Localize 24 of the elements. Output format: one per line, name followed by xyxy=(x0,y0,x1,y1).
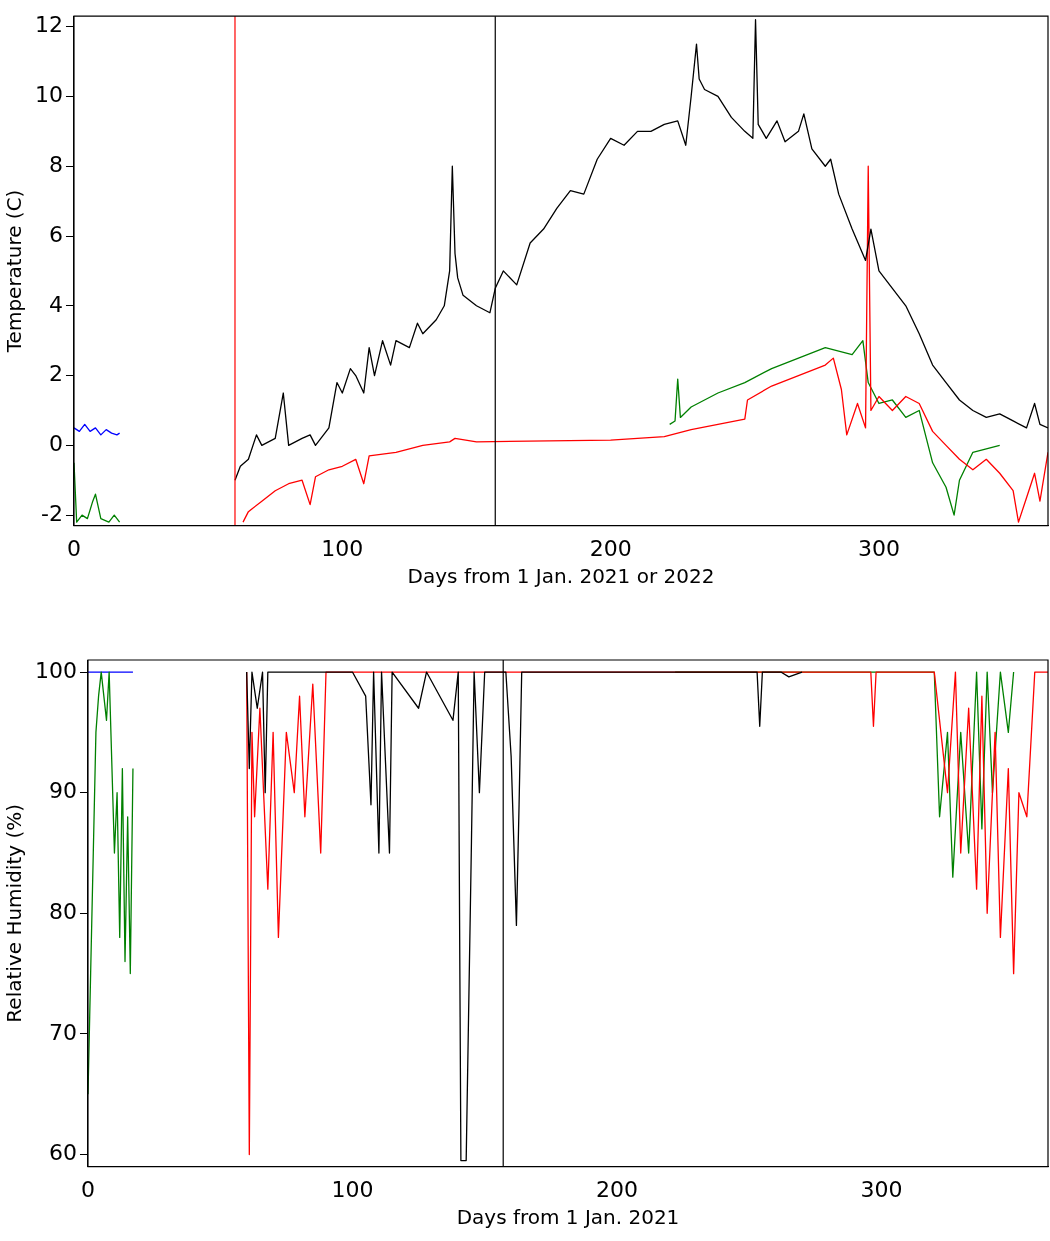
y-tick-label: 6 xyxy=(48,221,63,247)
x-tick-label: 200 xyxy=(589,535,632,561)
y-tick-label: 0 xyxy=(48,431,63,457)
x-tick-label: 200 xyxy=(595,1176,638,1202)
y-tick-label: 4 xyxy=(48,291,63,317)
y-axis-title: Relative Humidity (%) xyxy=(2,803,27,1023)
y-tick-label: 8 xyxy=(48,151,63,177)
y-axis-title: Temperature (C) xyxy=(2,189,27,354)
x-tick-label: 0 xyxy=(80,1176,95,1202)
y-tick-label: 90 xyxy=(48,778,77,804)
y-tick-label: 10 xyxy=(34,82,63,108)
y-tick-label: 80 xyxy=(48,899,77,925)
x-tick-label: 300 xyxy=(860,1176,903,1202)
x-axis-title: Days from 1 Jan. 2021 or 2022 xyxy=(407,564,715,589)
y-tick-label: 60 xyxy=(48,1140,77,1166)
y-tick-label: 100 xyxy=(34,657,77,683)
y-tick-label: -2 xyxy=(41,500,63,526)
x-tick-label: 300 xyxy=(857,535,900,561)
y-tick-label: 2 xyxy=(48,361,63,387)
y-tick-label: 70 xyxy=(48,1019,77,1045)
x-axis-title: Days from 1 Jan. 2021 xyxy=(456,1205,680,1230)
y-tick-label: 12 xyxy=(34,12,63,38)
x-tick-label: 100 xyxy=(331,1176,374,1202)
x-tick-label: 100 xyxy=(321,535,364,561)
